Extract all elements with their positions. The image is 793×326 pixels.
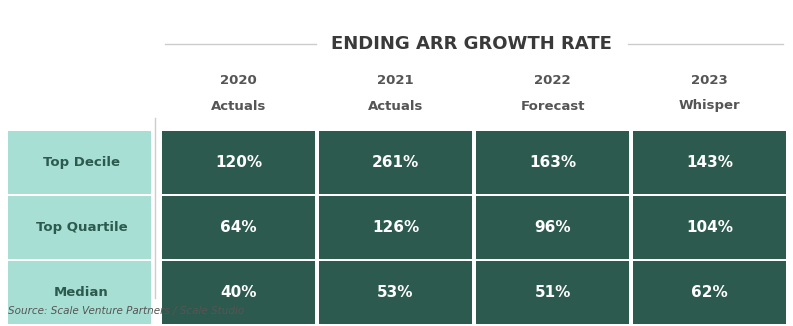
Text: 104%: 104%: [686, 220, 733, 235]
Text: ENDING ARR GROWTH RATE: ENDING ARR GROWTH RATE: [331, 35, 612, 53]
Text: Median: Median: [54, 286, 109, 299]
FancyBboxPatch shape: [319, 196, 472, 259]
FancyBboxPatch shape: [319, 131, 472, 194]
Text: 40%: 40%: [220, 285, 257, 300]
Text: 96%: 96%: [534, 220, 571, 235]
FancyBboxPatch shape: [633, 131, 786, 194]
Text: 120%: 120%: [215, 155, 262, 170]
Text: 51%: 51%: [534, 285, 571, 300]
FancyBboxPatch shape: [476, 196, 629, 259]
Text: 64%: 64%: [220, 220, 257, 235]
Text: Forecast: Forecast: [520, 99, 584, 112]
Text: 163%: 163%: [529, 155, 576, 170]
Text: Actuals: Actuals: [211, 99, 266, 112]
FancyBboxPatch shape: [162, 261, 315, 324]
Text: 53%: 53%: [377, 285, 414, 300]
FancyBboxPatch shape: [319, 261, 472, 324]
Text: 2023: 2023: [691, 75, 728, 87]
Text: 2020: 2020: [220, 75, 257, 87]
FancyBboxPatch shape: [476, 261, 629, 324]
FancyBboxPatch shape: [633, 261, 786, 324]
FancyBboxPatch shape: [8, 261, 151, 324]
Text: Top Quartile: Top Quartile: [36, 221, 128, 234]
Text: Top Decile: Top Decile: [43, 156, 120, 169]
Text: Source: Scale Venture Partners / Scale Studio: Source: Scale Venture Partners / Scale S…: [8, 306, 244, 316]
FancyBboxPatch shape: [476, 131, 629, 194]
FancyBboxPatch shape: [8, 131, 151, 194]
Text: Actuals: Actuals: [368, 99, 423, 112]
FancyBboxPatch shape: [162, 131, 315, 194]
Text: 2021: 2021: [377, 75, 414, 87]
FancyBboxPatch shape: [8, 196, 151, 259]
FancyBboxPatch shape: [633, 196, 786, 259]
Text: 62%: 62%: [691, 285, 728, 300]
Text: Whisper: Whisper: [679, 99, 741, 112]
Text: 261%: 261%: [372, 155, 419, 170]
Text: 126%: 126%: [372, 220, 419, 235]
Text: 2022: 2022: [534, 75, 571, 87]
FancyBboxPatch shape: [162, 196, 315, 259]
Text: 143%: 143%: [686, 155, 733, 170]
